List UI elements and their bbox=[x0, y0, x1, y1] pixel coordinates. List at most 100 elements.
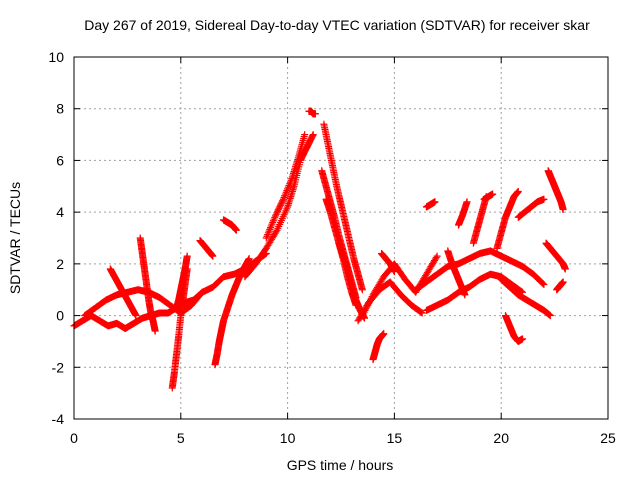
x-tick-label: 20 bbox=[493, 430, 509, 446]
series-arc-af bbox=[544, 167, 567, 214]
x-axis-label: GPS time / hours bbox=[287, 457, 394, 473]
data-point-marker bbox=[311, 110, 319, 118]
series-arc-aa bbox=[480, 190, 497, 203]
data-point-marker bbox=[264, 229, 272, 237]
data-point-marker bbox=[540, 281, 548, 289]
data-point-marker bbox=[276, 201, 284, 209]
data-point-marker bbox=[279, 195, 287, 203]
data-point-marker bbox=[272, 210, 280, 218]
series-arc-h bbox=[196, 237, 217, 260]
data-point-marker bbox=[519, 335, 527, 343]
data-point-marker bbox=[276, 203, 284, 211]
data-point-marker bbox=[281, 192, 289, 200]
y-tick-label: 8 bbox=[56, 101, 64, 117]
data-point-marker bbox=[270, 215, 278, 223]
x-tick-label: 0 bbox=[70, 430, 78, 446]
data-point-marker bbox=[151, 327, 159, 335]
data-point-marker bbox=[266, 225, 274, 233]
data-point-marker bbox=[561, 265, 569, 273]
x-tick-label: 15 bbox=[387, 430, 403, 446]
data-point-marker bbox=[265, 227, 273, 235]
series-arc-x bbox=[444, 247, 469, 299]
data-point-marker bbox=[286, 178, 294, 186]
series-arc-q bbox=[369, 330, 388, 364]
series-arc-g bbox=[211, 255, 253, 369]
x-tick-label: 10 bbox=[280, 430, 296, 446]
y-tick-label: -4 bbox=[52, 411, 65, 427]
data-point-marker bbox=[274, 206, 282, 214]
series-arc-k bbox=[262, 131, 309, 242]
data-point-marker bbox=[268, 220, 276, 228]
data-point-marker bbox=[284, 183, 292, 191]
series-arc-ad bbox=[497, 275, 554, 320]
data-point-marker bbox=[209, 252, 217, 260]
y-tick-label: 6 bbox=[56, 152, 64, 168]
data-point-marker bbox=[432, 254, 440, 262]
data-point-marker bbox=[358, 286, 366, 294]
data-point-marker bbox=[262, 234, 270, 242]
data-point-marker bbox=[267, 222, 275, 230]
series-arc-y bbox=[454, 198, 471, 229]
data-point-marker bbox=[287, 176, 295, 184]
series-arc-m bbox=[320, 120, 366, 294]
data-point-marker bbox=[559, 278, 567, 286]
series-arc-c bbox=[106, 265, 140, 320]
series-arc-t bbox=[378, 250, 398, 276]
data-point-marker bbox=[489, 190, 497, 198]
series-arc-l bbox=[305, 107, 319, 118]
data-point-marker bbox=[284, 185, 292, 193]
data-point-marker bbox=[264, 231, 272, 239]
data-point-marker bbox=[232, 226, 240, 234]
series-arc-u bbox=[422, 198, 439, 211]
axis-ticks bbox=[73, 56, 609, 420]
data-point-marker bbox=[280, 193, 288, 201]
data-point-marker bbox=[278, 198, 286, 206]
y-tick-label: 4 bbox=[56, 204, 64, 220]
data-point-marker bbox=[433, 252, 441, 260]
y-tick-label: 2 bbox=[56, 256, 64, 272]
data-point-marker bbox=[273, 209, 281, 217]
data-point-marker bbox=[269, 217, 277, 225]
series-arc-ae bbox=[514, 195, 548, 221]
data-point-marker bbox=[275, 204, 283, 212]
data-point-marker bbox=[271, 212, 279, 220]
series-arc-ab bbox=[493, 187, 522, 252]
series-arc-d bbox=[136, 234, 159, 335]
series-arc-b bbox=[81, 250, 270, 320]
series-arc-f bbox=[173, 252, 191, 312]
data-point-marker bbox=[540, 195, 548, 203]
data-point-marker bbox=[274, 207, 282, 215]
data-point-marker bbox=[463, 198, 471, 206]
data-point-marker bbox=[281, 190, 289, 198]
data-point-marker bbox=[301, 131, 309, 139]
y-tick-label: 0 bbox=[56, 308, 64, 324]
x-tick-label: 5 bbox=[177, 430, 185, 446]
data-point-marker bbox=[277, 200, 285, 208]
chart-title: Day 267 of 2019, Sidereal Day-to-day VTE… bbox=[84, 17, 590, 33]
data-point-marker bbox=[390, 268, 398, 276]
data-point-marker bbox=[461, 291, 469, 299]
series-arc-ah bbox=[553, 278, 567, 294]
data-points bbox=[70, 107, 569, 392]
data-point-marker bbox=[279, 197, 287, 205]
data-point-marker bbox=[380, 330, 388, 338]
data-point-marker bbox=[271, 213, 279, 221]
data-point-marker bbox=[269, 218, 277, 226]
data-point-marker bbox=[173, 304, 181, 312]
data-point-marker bbox=[546, 312, 554, 320]
series-arc-s bbox=[354, 278, 426, 325]
series-arc-v bbox=[412, 247, 548, 294]
data-point-marker bbox=[559, 206, 567, 214]
data-point-marker bbox=[418, 309, 426, 317]
series-arc-p bbox=[335, 239, 368, 322]
data-point-marker bbox=[514, 187, 522, 195]
y-axis-label: SDTVAR / TECUs bbox=[7, 182, 23, 294]
data-point-marker bbox=[267, 224, 275, 232]
x-tick-labels: 0 5 10 15 20 25 bbox=[70, 430, 616, 446]
data-point-marker bbox=[286, 180, 294, 188]
plot-frame bbox=[73, 56, 609, 420]
y-tick-label: 10 bbox=[48, 49, 64, 65]
series-arc-j bbox=[241, 131, 317, 281]
data-point-marker bbox=[417, 308, 425, 316]
